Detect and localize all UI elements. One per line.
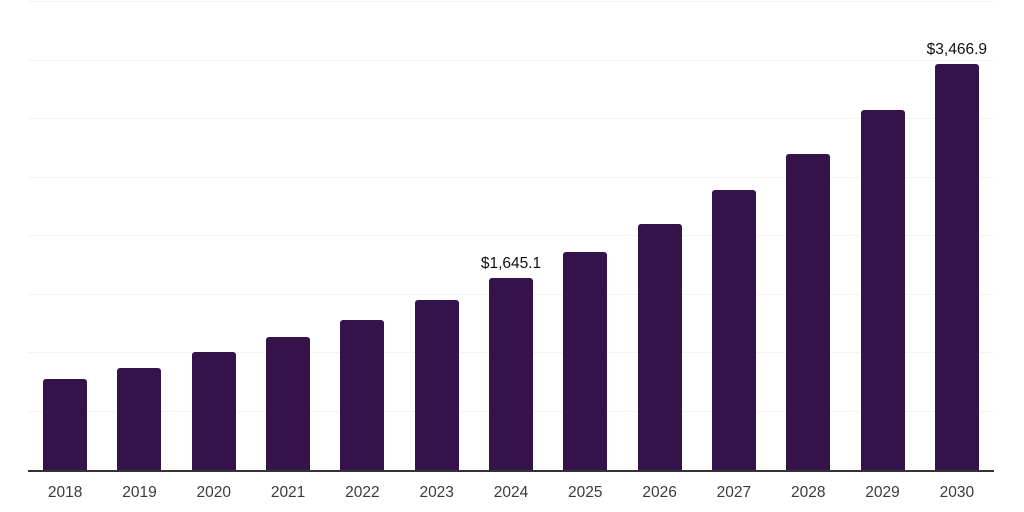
x-axis-tick-label-2021: 2021 <box>270 484 306 501</box>
bar-value-label-2030: $3,466.9 <box>926 41 988 59</box>
bar-2025 <box>563 252 608 470</box>
gridline-4000 <box>28 1 994 2</box>
bar-2024 <box>489 277 533 470</box>
x-axis: 2018 2019 2020 2021 2022 2023 2024 2025 2026 2027… <box>28 484 994 506</box>
plot-area: $1,645.1 $3,466.9 <box>28 1 994 472</box>
bar-2026 <box>637 224 682 470</box>
bar-2021 <box>266 337 311 470</box>
bar-2019 <box>117 368 162 470</box>
bar-2027 <box>711 190 756 470</box>
x-axis-tick-label-2018: 2018 <box>47 484 83 501</box>
bar-value-label-2024: $1,645.1 <box>480 254 542 272</box>
bar-2030 <box>934 64 979 470</box>
x-axis-tick-label-2022: 2022 <box>345 484 380 501</box>
bar-2029 <box>860 110 905 470</box>
x-axis-tick-label-2029: 2029 <box>865 484 900 501</box>
x-axis-tick-label-2019: 2019 <box>122 484 157 501</box>
x-axis-tick-label-2020: 2020 <box>196 484 232 501</box>
x-axis-tick-label-2028: 2028 <box>790 484 826 501</box>
bar-2028 <box>786 153 831 470</box>
x-axis-tick-label-2026: 2026 <box>642 484 677 501</box>
gridline-2500 <box>28 176 994 178</box>
x-axis-tick-label-2027: 2027 <box>716 484 752 501</box>
bar-2022 <box>340 320 385 470</box>
x-axis-tick-label-2023: 2023 <box>419 484 454 501</box>
bar-2018 <box>43 379 88 470</box>
gridline-2000 <box>28 235 994 236</box>
bar-2023 <box>414 300 459 470</box>
x-axis-tick-label-2024: 2024 <box>493 484 529 501</box>
gridline-3500 <box>28 59 994 61</box>
gridline-3000 <box>28 118 994 119</box>
bar-2020 <box>191 352 236 470</box>
x-axis-tick-label-2030: 2030 <box>939 484 975 501</box>
x-axis-tick-label-2025: 2025 <box>568 484 603 501</box>
